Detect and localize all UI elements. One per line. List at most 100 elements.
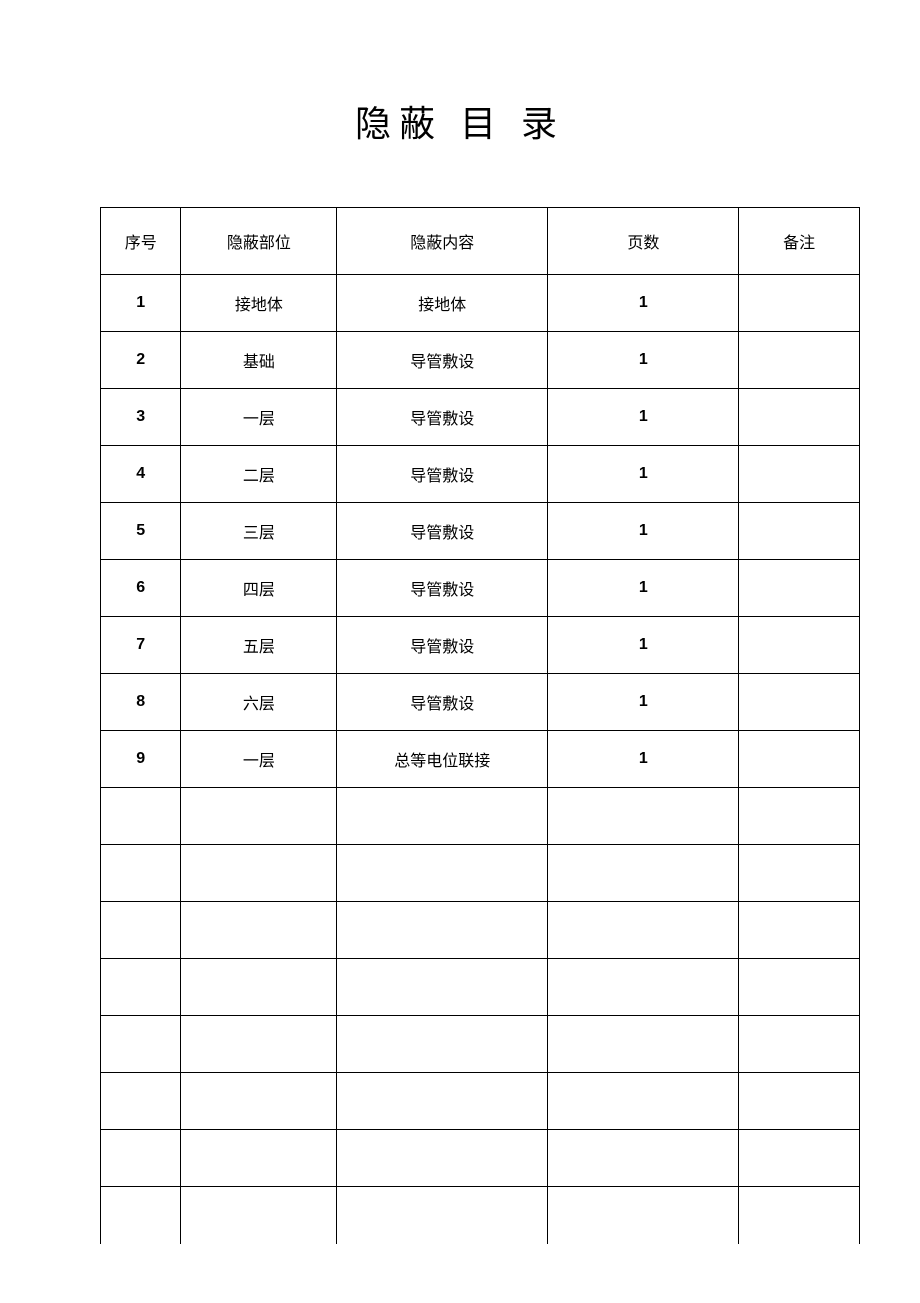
- cell-pages: 1: [548, 731, 739, 788]
- cell-seq: 5: [101, 503, 181, 560]
- cell-part: 基础: [181, 332, 337, 389]
- cell-remark: [739, 674, 860, 731]
- cell-pages: [548, 1187, 739, 1244]
- header-part: 隐蔽部位: [181, 208, 337, 275]
- table-row: 2 基础 导管敷设 1: [101, 332, 860, 389]
- cell-part: [181, 1073, 337, 1130]
- cell-content: 导管敷设: [337, 446, 548, 503]
- cell-remark: [739, 731, 860, 788]
- table-row: [101, 1016, 860, 1073]
- cell-part: 三层: [181, 503, 337, 560]
- cell-part: 四层: [181, 560, 337, 617]
- cell-remark: [739, 617, 860, 674]
- cell-remark: [739, 788, 860, 845]
- cell-part: [181, 1130, 337, 1187]
- cell-part: 接地体: [181, 275, 337, 332]
- table-row: 9 一层 总等电位联接 1: [101, 731, 860, 788]
- cell-part: [181, 902, 337, 959]
- cell-pages: [548, 1130, 739, 1187]
- cell-remark: [739, 845, 860, 902]
- cell-seq: 4: [101, 446, 181, 503]
- cell-remark: [739, 560, 860, 617]
- table-row: [101, 959, 860, 1016]
- cell-content: [337, 1187, 548, 1244]
- header-remark: 备注: [739, 208, 860, 275]
- cell-part: 一层: [181, 731, 337, 788]
- cell-pages: 1: [548, 389, 739, 446]
- cell-remark: [739, 332, 860, 389]
- table-row: 4 二层 导管敷设 1: [101, 446, 860, 503]
- table-row: [101, 1073, 860, 1130]
- cell-seq: [101, 1073, 181, 1130]
- table-row: 5 三层 导管敷设 1: [101, 503, 860, 560]
- table-row: [101, 788, 860, 845]
- cell-content: 总等电位联接: [337, 731, 548, 788]
- cell-seq: 6: [101, 560, 181, 617]
- table-row: [101, 902, 860, 959]
- cell-part: 一层: [181, 389, 337, 446]
- cell-seq: [101, 788, 181, 845]
- cell-pages: 1: [548, 674, 739, 731]
- cell-content: [337, 959, 548, 1016]
- table-row: [101, 1187, 860, 1244]
- cell-pages: 1: [548, 503, 739, 560]
- cell-seq: [101, 902, 181, 959]
- cell-seq: [101, 1016, 181, 1073]
- cell-seq: [101, 845, 181, 902]
- cell-remark: [739, 503, 860, 560]
- cell-seq: 3: [101, 389, 181, 446]
- cell-pages: [548, 1073, 739, 1130]
- table-row: 8 六层 导管敷设 1: [101, 674, 860, 731]
- cell-pages: [548, 902, 739, 959]
- table-row: [101, 1130, 860, 1187]
- cell-content: [337, 902, 548, 959]
- cell-remark: [739, 275, 860, 332]
- cell-remark: [739, 959, 860, 1016]
- cell-pages: 1: [548, 275, 739, 332]
- catalog-table: 序号 隐蔽部位 隐蔽内容 页数 备注 1 接地体 接地体 1 2 基础 导管敷设…: [100, 207, 860, 1244]
- table-body: 1 接地体 接地体 1 2 基础 导管敷设 1 3 一层 导管敷设 1: [101, 275, 860, 1244]
- cell-part: [181, 959, 337, 1016]
- cell-content: [337, 845, 548, 902]
- cell-content: 导管敷设: [337, 332, 548, 389]
- cell-seq: 2: [101, 332, 181, 389]
- table-container: 序号 隐蔽部位 隐蔽内容 页数 备注 1 接地体 接地体 1 2 基础 导管敷设…: [0, 207, 920, 1244]
- table-row: 6 四层 导管敷设 1: [101, 560, 860, 617]
- cell-remark: [739, 446, 860, 503]
- cell-seq: 1: [101, 275, 181, 332]
- cell-content: [337, 788, 548, 845]
- cell-content: [337, 1130, 548, 1187]
- cell-pages: [548, 788, 739, 845]
- cell-content: [337, 1073, 548, 1130]
- cell-part: [181, 788, 337, 845]
- cell-seq: 7: [101, 617, 181, 674]
- cell-pages: 1: [548, 332, 739, 389]
- table-header-row: 序号 隐蔽部位 隐蔽内容 页数 备注: [101, 208, 860, 275]
- cell-pages: 1: [548, 446, 739, 503]
- cell-part: 二层: [181, 446, 337, 503]
- cell-seq: 8: [101, 674, 181, 731]
- header-content: 隐蔽内容: [337, 208, 548, 275]
- cell-content: 导管敷设: [337, 674, 548, 731]
- table-row: 1 接地体 接地体 1: [101, 275, 860, 332]
- cell-seq: 9: [101, 731, 181, 788]
- cell-part: [181, 1187, 337, 1244]
- page-title: 隐蔽 目 录: [0, 0, 920, 207]
- cell-remark: [739, 1187, 860, 1244]
- cell-seq: [101, 1130, 181, 1187]
- cell-remark: [739, 1073, 860, 1130]
- cell-part: [181, 1016, 337, 1073]
- cell-pages: [548, 959, 739, 1016]
- cell-part: 六层: [181, 674, 337, 731]
- cell-content: 导管敷设: [337, 560, 548, 617]
- header-seq: 序号: [101, 208, 181, 275]
- cell-pages: 1: [548, 617, 739, 674]
- cell-remark: [739, 1016, 860, 1073]
- header-pages: 页数: [548, 208, 739, 275]
- table-row: [101, 845, 860, 902]
- cell-remark: [739, 902, 860, 959]
- cell-remark: [739, 389, 860, 446]
- cell-content: 导管敷设: [337, 503, 548, 560]
- cell-part: 五层: [181, 617, 337, 674]
- table-row: 3 一层 导管敷设 1: [101, 389, 860, 446]
